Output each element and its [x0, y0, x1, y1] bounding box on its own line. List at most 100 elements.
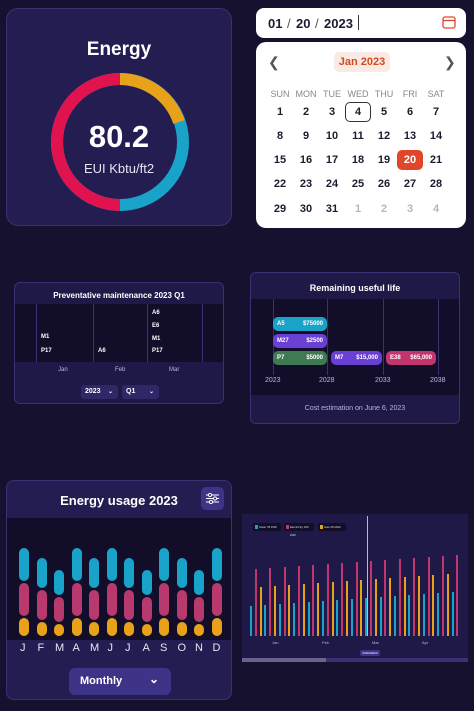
useful-life-plot: A5 $75000 M27 $2500 P7 $5000 M7 $15,000 E38 $…: [251, 299, 459, 395]
date-sep: /: [315, 16, 319, 31]
usage-bar-segment: [176, 622, 187, 636]
calendar-day[interactable]: 27: [403, 178, 417, 190]
text-caret: [358, 15, 359, 30]
daily-bar: [307, 602, 310, 636]
usage-bar[interactable]: [89, 558, 99, 636]
weekday-label: THU: [374, 89, 394, 99]
calendar-day[interactable]: 28: [429, 178, 443, 190]
task-p17[interactable]: P17: [152, 348, 163, 354]
calendar-day[interactable]: 1: [354, 203, 362, 215]
period-select[interactable]: Monthly ⌄: [69, 668, 171, 695]
usage-bar[interactable]: [176, 558, 187, 636]
quarter-select-value: Q1: [126, 388, 136, 395]
month-label: Feb: [115, 367, 126, 373]
month-label: Mar: [169, 367, 180, 373]
asset-m7[interactable]: M7 $15,000: [331, 351, 382, 365]
calendar-day[interactable]: 15: [273, 154, 287, 166]
calendar-day[interactable]: 3: [406, 203, 414, 215]
usage-bar-segment: [19, 583, 29, 616]
calendar-day[interactable]: 23: [299, 178, 313, 190]
usage-bar[interactable]: [141, 570, 152, 636]
usage-bar[interactable]: [54, 570, 64, 636]
calendar-day[interactable]: 14: [429, 130, 443, 142]
task-a6[interactable]: A6: [152, 310, 160, 316]
daily-bar: [437, 593, 440, 636]
calendar-day[interactable]: 25: [351, 178, 365, 190]
filter-button[interactable]: [201, 487, 224, 510]
scrollbar[interactable]: [242, 658, 468, 662]
task-m1[interactable]: M1: [152, 336, 161, 342]
calendar-day[interactable]: 2: [380, 203, 388, 215]
usage-bar[interactable]: [159, 548, 169, 636]
calendar-day[interactable]: 1: [276, 106, 284, 118]
calendar-day[interactable]: 19: [377, 154, 391, 166]
year-select[interactable]: 2023 ⌄: [81, 385, 118, 399]
useful-life-title: Remaining useful life: [309, 283, 401, 293]
weekday-label: SAT: [427, 89, 445, 99]
calendar-day[interactable]: 29: [273, 203, 287, 215]
calendar-day[interactable]: 26: [377, 178, 391, 190]
usage-bar-segment: [89, 590, 99, 620]
month-label: D: [212, 642, 221, 654]
date-sep: /: [287, 16, 291, 31]
usage-bar[interactable]: [71, 548, 82, 636]
daily-bar: [278, 604, 281, 636]
calendar-day[interactable]: 6: [406, 106, 414, 118]
date-day[interactable]: 20: [296, 16, 311, 31]
task-m1[interactable]: M1: [41, 334, 50, 340]
quarter-select[interactable]: Q1 ⌄: [122, 385, 159, 399]
calendar-day[interactable]: 24: [325, 178, 339, 190]
calendar-day[interactable]: 11: [352, 130, 364, 142]
calendar-day[interactable]: 18: [351, 154, 365, 166]
asset-code: M27: [277, 338, 289, 344]
calendar-day[interactable]: 5: [380, 106, 388, 118]
daily-bar: [350, 599, 353, 636]
calendar-day[interactable]: 21: [429, 154, 443, 166]
daily-bar: [370, 561, 372, 636]
usage-bar-segment: [106, 548, 117, 581]
asset-p7[interactable]: P7 $5000: [273, 351, 327, 365]
month-label: M: [90, 642, 100, 654]
usage-bar[interactable]: [19, 548, 29, 636]
task-p17[interactable]: P17: [41, 348, 52, 354]
calendar-day[interactable]: 31: [325, 203, 339, 215]
weekday-label: SUN: [270, 89, 290, 99]
calendar-icon[interactable]: [442, 15, 456, 29]
calendar-month-label[interactable]: Jan 2023: [334, 52, 390, 72]
calendar-day[interactable]: 22: [273, 178, 287, 190]
task-e6[interactable]: E6: [152, 323, 160, 329]
calendar-day[interactable]: 30: [299, 203, 313, 215]
scrollbar-thumb[interactable]: [242, 658, 326, 662]
calendar-day[interactable]: 13: [403, 130, 417, 142]
usage-bar[interactable]: [124, 558, 134, 636]
calendar-day[interactable]: 2: [302, 106, 310, 118]
calendar-day[interactable]: 8: [276, 130, 284, 142]
usage-bar[interactable]: [211, 548, 222, 636]
usage-bar[interactable]: [194, 570, 204, 636]
calendar-day[interactable]: 3: [328, 106, 336, 118]
asset-e38[interactable]: E38 $65,000: [386, 351, 436, 365]
calendar-day[interactable]: 4: [432, 203, 440, 215]
date-input[interactable]: 01 / 20 / 2023: [256, 8, 466, 38]
calendar-day[interactable]: 16: [299, 154, 313, 166]
task-a6[interactable]: A6: [98, 348, 106, 354]
calendar-day[interactable]: 20: [397, 150, 423, 170]
usage-bar-segment: [159, 548, 169, 581]
calendar-day[interactable]: 10: [325, 130, 339, 142]
usage-bar[interactable]: [36, 558, 47, 636]
asset-a5[interactable]: A5 $75000: [273, 317, 327, 331]
date-month[interactable]: 01: [268, 16, 283, 31]
daily-bar: [269, 568, 272, 636]
date-year[interactable]: 2023: [324, 16, 353, 31]
usage-bar[interactable]: [106, 548, 117, 636]
legend-electricity: Electricity 102 kWh: [284, 523, 314, 537]
calendar-day[interactable]: 7: [432, 106, 440, 118]
asset-m27[interactable]: M27 $2500: [273, 334, 327, 348]
calendar-day[interactable]: 12: [377, 130, 391, 142]
calendar-day[interactable]: 9: [302, 130, 310, 142]
calendar-day[interactable]: 4: [345, 102, 371, 122]
calendar-day[interactable]: 17: [325, 154, 339, 166]
chevron-left-icon[interactable]: ❮: [268, 54, 280, 70]
chevron-right-icon[interactable]: ❯: [444, 54, 456, 70]
